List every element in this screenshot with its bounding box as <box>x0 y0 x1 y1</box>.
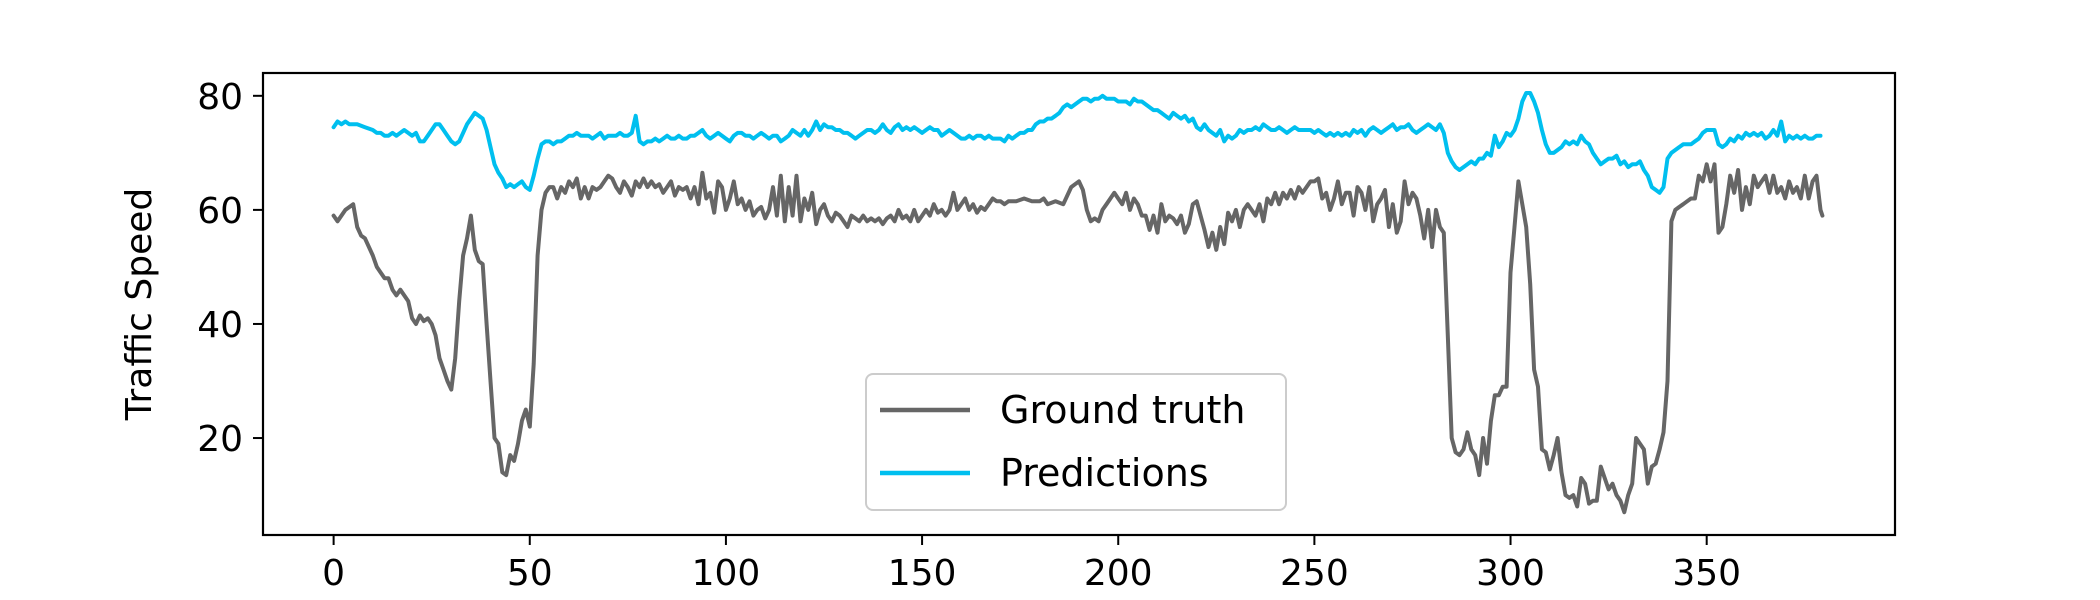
y-axis-label: Traffic Speed <box>119 188 160 421</box>
y-tick-label: 60 <box>197 191 243 232</box>
x-tick-label: 250 <box>1280 553 1349 594</box>
series-line-ground-truth <box>331 162 1825 515</box>
x-tick-label: 300 <box>1476 553 1545 594</box>
y-axis: 20 40 60 80 <box>197 77 263 460</box>
x-tick-label: 350 <box>1672 553 1741 594</box>
legend-label-ground-truth: Ground truth <box>1000 388 1245 432</box>
x-tick-label: 100 <box>692 553 761 594</box>
x-tick-label: 150 <box>888 553 957 594</box>
x-tick-label: 0 <box>322 553 345 594</box>
legend-label-predictions: Predictions <box>1000 451 1209 495</box>
y-tick-label: 80 <box>197 77 243 118</box>
x-tick-label: 200 <box>1084 553 1153 594</box>
legend-box <box>865 373 1287 511</box>
x-axis: 0 50 100 150 200 250 300 350 <box>322 535 1741 594</box>
y-tick-label: 40 <box>197 305 243 346</box>
plot-frame <box>261 71 1897 537</box>
y-tick-label: 20 <box>197 419 243 460</box>
series-layer <box>331 91 1825 515</box>
x-tick-label: 50 <box>507 553 553 594</box>
legend: Ground truth Predictions <box>865 373 1287 511</box>
series-line-predictions <box>331 91 1823 195</box>
